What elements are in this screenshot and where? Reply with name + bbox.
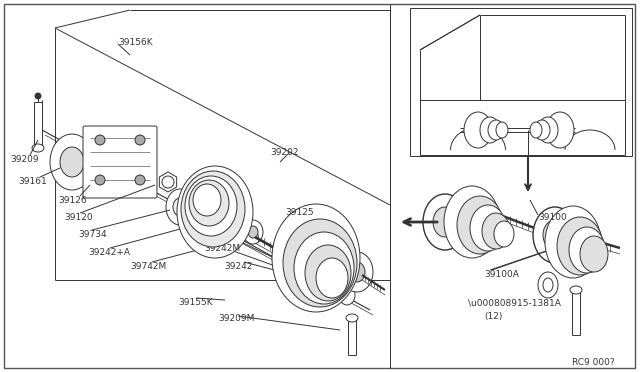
- Ellipse shape: [545, 206, 601, 278]
- Ellipse shape: [543, 278, 553, 292]
- Ellipse shape: [316, 258, 348, 298]
- Ellipse shape: [189, 180, 229, 226]
- Ellipse shape: [496, 122, 508, 138]
- Ellipse shape: [294, 232, 354, 304]
- Ellipse shape: [32, 144, 44, 152]
- Ellipse shape: [346, 314, 358, 322]
- Ellipse shape: [570, 286, 582, 294]
- Ellipse shape: [95, 135, 105, 145]
- Text: 39734: 39734: [78, 230, 107, 239]
- Ellipse shape: [488, 120, 504, 140]
- Text: RC9 000?: RC9 000?: [572, 358, 614, 367]
- Ellipse shape: [181, 171, 245, 247]
- Ellipse shape: [193, 184, 221, 216]
- Text: 39242M: 39242M: [204, 244, 240, 253]
- Ellipse shape: [580, 236, 608, 272]
- Ellipse shape: [162, 176, 174, 188]
- Ellipse shape: [494, 221, 514, 247]
- Ellipse shape: [444, 186, 500, 258]
- Ellipse shape: [480, 117, 500, 143]
- Ellipse shape: [482, 213, 510, 249]
- Text: 39242+A: 39242+A: [88, 248, 130, 257]
- Text: 39234: 39234: [196, 228, 225, 237]
- Ellipse shape: [464, 112, 492, 148]
- Ellipse shape: [50, 134, 94, 190]
- Text: 39100: 39100: [538, 213, 567, 222]
- Ellipse shape: [341, 252, 373, 292]
- Ellipse shape: [557, 217, 603, 275]
- Ellipse shape: [423, 194, 467, 250]
- Text: 39209M: 39209M: [218, 314, 254, 323]
- Text: 39155K: 39155K: [178, 298, 212, 307]
- Ellipse shape: [185, 176, 237, 236]
- Text: 39202: 39202: [270, 148, 298, 157]
- Ellipse shape: [569, 227, 605, 273]
- Ellipse shape: [339, 285, 355, 305]
- Ellipse shape: [283, 219, 357, 307]
- Text: 39120: 39120: [64, 213, 93, 222]
- Ellipse shape: [243, 220, 263, 244]
- Text: 39126: 39126: [58, 196, 86, 205]
- Ellipse shape: [173, 198, 187, 216]
- Ellipse shape: [272, 204, 360, 312]
- Ellipse shape: [433, 207, 457, 237]
- Ellipse shape: [248, 226, 258, 238]
- Ellipse shape: [177, 166, 253, 258]
- Bar: [410, 8, 632, 156]
- Text: 39209: 39209: [10, 155, 38, 164]
- Ellipse shape: [530, 122, 542, 138]
- FancyBboxPatch shape: [83, 126, 157, 198]
- Ellipse shape: [184, 185, 200, 201]
- Text: 39242: 39242: [224, 262, 252, 271]
- Ellipse shape: [60, 147, 84, 177]
- Ellipse shape: [538, 117, 558, 143]
- Ellipse shape: [290, 262, 306, 282]
- Text: \u000808915-1381A: \u000808915-1381A: [468, 298, 561, 307]
- Ellipse shape: [305, 245, 351, 301]
- Ellipse shape: [166, 189, 194, 225]
- Ellipse shape: [35, 93, 41, 99]
- Text: (12): (12): [484, 312, 502, 321]
- Ellipse shape: [188, 189, 196, 197]
- Ellipse shape: [543, 220, 567, 250]
- Ellipse shape: [457, 196, 503, 254]
- Text: 39100A: 39100A: [484, 270, 519, 279]
- Ellipse shape: [533, 207, 577, 263]
- Text: 39125: 39125: [285, 208, 314, 217]
- Text: 39156K: 39156K: [118, 38, 152, 47]
- Ellipse shape: [534, 120, 550, 140]
- Ellipse shape: [349, 262, 365, 282]
- Ellipse shape: [546, 112, 574, 148]
- Ellipse shape: [95, 175, 105, 185]
- Text: 39742M: 39742M: [130, 262, 166, 271]
- Ellipse shape: [135, 135, 145, 145]
- Text: 39252: 39252: [302, 232, 330, 241]
- Ellipse shape: [135, 175, 145, 185]
- Ellipse shape: [470, 205, 506, 251]
- Ellipse shape: [538, 272, 558, 298]
- Text: 39161: 39161: [18, 177, 47, 186]
